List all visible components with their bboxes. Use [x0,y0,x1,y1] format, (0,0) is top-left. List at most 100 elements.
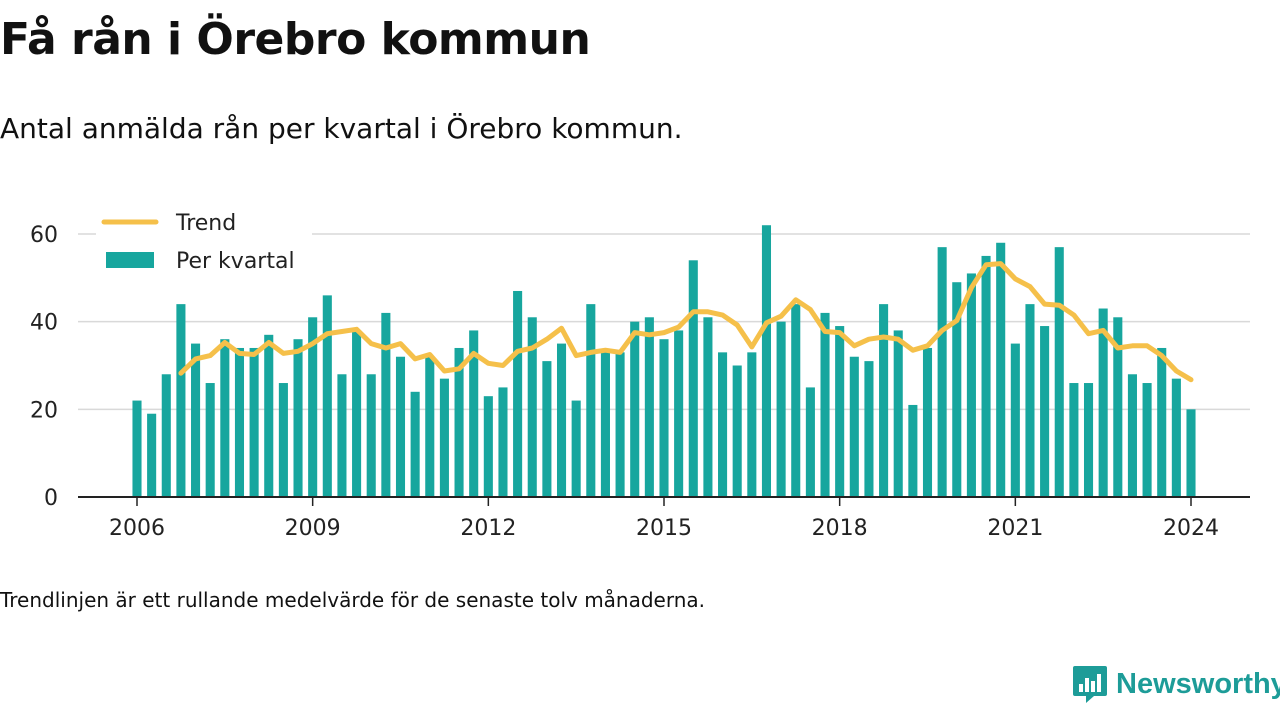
bar [293,339,303,497]
x-tick-label: 2021 [987,516,1043,541]
bar [659,339,669,497]
footnote: Trendlinjen är ett rullande medelvärde f… [0,588,706,612]
bar [1098,308,1108,497]
bar [600,352,610,497]
x-tick-label: 2006 [109,516,165,541]
bar [879,304,889,497]
bar [147,413,157,497]
bar [556,343,567,497]
x-tick-label: 2009 [285,516,341,541]
bar [893,330,903,497]
x-tick-label: 2012 [460,516,516,541]
bar [966,273,976,497]
bar [176,304,186,497]
bar [586,304,596,497]
legend: Trend Per kvartal [96,206,312,284]
y-tick-label: 0 [44,486,58,511]
bar [1040,326,1050,497]
bar [308,317,318,497]
bar [937,247,947,497]
bar [220,339,230,497]
chart-subtitle: Antal anmälda rån per kvartal i Örebro k… [0,112,683,145]
bar [791,304,801,497]
bar [527,317,537,497]
bar [498,387,508,497]
legend-trend-label: Trend [175,211,236,236]
bar [1025,304,1035,497]
bar [1010,343,1020,497]
bar [469,330,479,497]
bar-series [132,225,1196,497]
bar [513,290,523,497]
axes: 0 20 40 60 2006 2009 2012 2015 2018 2021 2024 [30,223,1250,541]
bar [1157,347,1167,497]
bar [352,330,362,497]
legend-bar-swatch [106,252,154,268]
bar [571,400,581,497]
bar [234,347,245,497]
legend-bar-label: Per kvartal [176,249,295,274]
bar [952,282,962,497]
x-tick-label: 2024 [1163,516,1219,541]
bar [454,347,464,497]
brand-logo: Newsworthy [1072,664,1280,704]
bar [483,396,493,497]
bar [410,391,420,497]
x-tick-label: 2015 [636,516,692,541]
bar [718,352,728,497]
bar [1113,317,1123,497]
bar [395,356,406,497]
bar [1127,374,1137,497]
bar [1186,409,1196,497]
bar [264,334,274,497]
y-tick-label: 20 [30,398,58,423]
bar [1083,383,1094,497]
bar [820,312,830,497]
bar [161,374,171,497]
trend-series [178,261,1194,383]
bar [922,347,933,497]
bar [191,343,201,497]
legend-background [96,206,312,284]
bar [1069,383,1079,497]
bar [805,387,815,497]
trend-line [178,261,1194,383]
bar [425,356,435,497]
bar [776,321,786,497]
bar [615,352,625,497]
bar [908,404,918,497]
bar [249,347,259,497]
bar [630,321,640,497]
bar [703,317,713,497]
bar [981,255,991,497]
bar [366,374,376,497]
bar [1054,247,1064,497]
bar [322,295,332,497]
bar [644,317,654,497]
bar [996,242,1006,497]
brand-name: Newsworthy [1116,667,1280,700]
bar [849,356,859,497]
bar [761,225,772,497]
chart-title: Få rån i Örebro kommun [0,14,591,65]
bar [674,330,684,497]
bar [732,365,742,497]
bar [381,312,391,497]
bar [1171,378,1181,497]
bar [337,374,347,497]
bar [688,260,698,497]
chart-area: 0 20 40 60 2006 2009 2012 2015 2018 2021 2024 Tren… [30,206,1250,541]
bar [278,383,288,497]
y-tick-label: 60 [30,223,58,248]
bar [864,361,874,497]
bar [439,378,449,497]
bar [835,326,845,497]
bar [1142,383,1152,497]
bar [542,361,552,497]
bar [747,352,757,497]
newsworthy-logo-icon [1073,666,1107,703]
bar [132,400,142,497]
bar [205,383,215,497]
x-tick-label: 2018 [812,516,868,541]
y-tick-label: 40 [30,311,58,336]
